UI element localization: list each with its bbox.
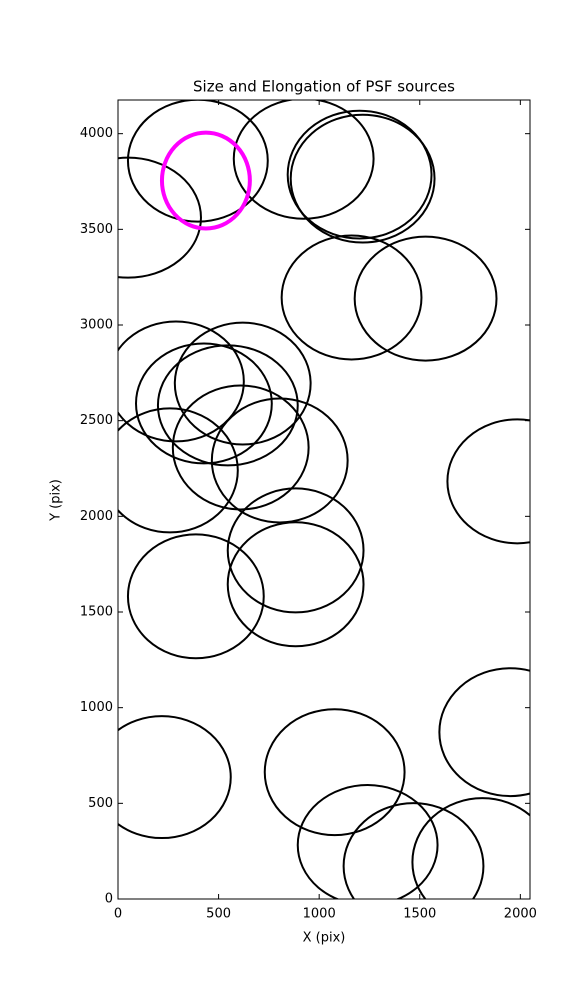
plot-area: [118, 100, 530, 899]
x-tick-label: 500: [206, 907, 231, 922]
y-tick-label: 3000: [80, 318, 113, 333]
source-ellipse: [411, 797, 530, 899]
source-ellipse: [232, 100, 375, 220]
y-tick-label: 4000: [80, 126, 113, 141]
chart-title: Size and Elongation of PSF sources: [193, 78, 455, 96]
source-ellipse: [438, 667, 530, 798]
y-tick-label: 1000: [80, 700, 113, 715]
source-ellipse: [135, 342, 273, 465]
source-ellipse: [118, 407, 239, 534]
source-ellipse: [210, 397, 349, 524]
y-tick-label: 1500: [80, 605, 113, 620]
source-ellipse: [446, 418, 530, 545]
x-tick-label: 2000: [504, 907, 537, 922]
source-ellipse: [342, 802, 485, 899]
source-ellipse: [263, 708, 406, 837]
y-tick-label: 500: [88, 796, 113, 811]
x-axis-label: X (pix): [303, 931, 346, 946]
y-tick-label: 3500: [80, 222, 113, 237]
y-tick-label: 2500: [80, 413, 113, 428]
y-tick-label: 2000: [80, 509, 113, 524]
x-tick-label: 0: [114, 907, 122, 922]
source-ellipse: [118, 320, 245, 443]
source-ellipse: [173, 321, 312, 446]
x-tick-label: 1500: [403, 907, 436, 922]
source-ellipse: [226, 521, 365, 648]
source-ellipse: [156, 344, 299, 467]
source-ellipse: [126, 533, 265, 660]
source-ellipse: [159, 130, 252, 231]
source-ellipse: [118, 156, 202, 279]
source-ellipse: [171, 384, 310, 511]
source-ellipse: [353, 235, 498, 362]
source-ellipse: [126, 100, 269, 223]
y-tick-label: 0: [105, 892, 113, 907]
source-ellipse: [226, 487, 365, 614]
axes-frame: [117, 99, 531, 900]
source-ellipse: [280, 234, 423, 361]
source-ellipse: [296, 784, 439, 899]
x-tick-label: 1000: [303, 907, 336, 922]
source-ellipse: [286, 109, 433, 240]
source-ellipse: [289, 113, 436, 244]
source-ellipse: [118, 715, 232, 840]
y-axis-label: Y (pix): [49, 479, 64, 522]
